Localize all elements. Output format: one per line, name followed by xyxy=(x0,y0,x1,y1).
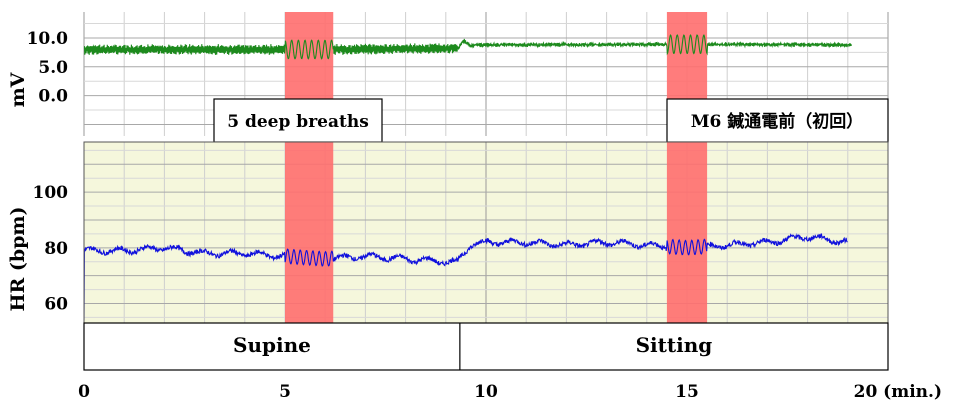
y-tick-label: 60 xyxy=(44,295,68,315)
x-tick-label: 15 xyxy=(675,382,699,402)
annotation-acupuncture-box xyxy=(666,98,889,143)
shaded-region-2 xyxy=(666,142,708,323)
hr-grid xyxy=(83,142,889,323)
hr-shaded-regions xyxy=(285,142,708,323)
y-tick-label: 100 xyxy=(33,183,69,203)
x-tick-label: 0 xyxy=(78,382,90,402)
annotation-deep-breaths: 5 deep breaths xyxy=(213,98,383,143)
y-tick-label: 0.0 xyxy=(38,87,68,107)
x-tick-label: 10 xyxy=(474,382,498,402)
hr-trace xyxy=(84,233,848,321)
position-bar: Supine Sitting xyxy=(83,322,889,371)
y-tick-label: 10.0 xyxy=(27,29,69,49)
hr-y-axis-label: HR (bpm) xyxy=(7,206,29,311)
x-axis-ticks: 0 5 10 15 xyxy=(78,382,699,402)
shaded-region-1 xyxy=(285,142,334,323)
hr-y-ticks: 100 80 60 xyxy=(33,183,69,314)
ecg-trace xyxy=(84,34,852,60)
annotation-deep-breaths-label: 5 deep breaths xyxy=(227,112,369,132)
position-bar-frame xyxy=(83,322,889,371)
position-label-sitting: Sitting xyxy=(636,333,713,357)
ecg-y-axis-label: mV xyxy=(7,71,29,107)
ecg-y-ticks: 10.0 5.0 0.0 xyxy=(27,29,69,107)
hr-panel: 100 80 60 HR (bpm) xyxy=(7,141,889,324)
x-tick-label: 5 xyxy=(279,382,291,402)
y-tick-label: 5.0 xyxy=(38,58,68,78)
annotation-deep-breaths-box xyxy=(213,98,383,143)
y-tick-label: 80 xyxy=(44,239,68,259)
position-cells: Supine Sitting xyxy=(233,323,712,370)
x-axis-end-label: 20 (min.) xyxy=(854,382,942,402)
annotation-acupuncture-label: M6 鍼通電前（初回） xyxy=(691,111,864,132)
annotation-acupuncture: M6 鍼通電前（初回） xyxy=(666,98,889,143)
position-label-supine: Supine xyxy=(233,333,311,357)
